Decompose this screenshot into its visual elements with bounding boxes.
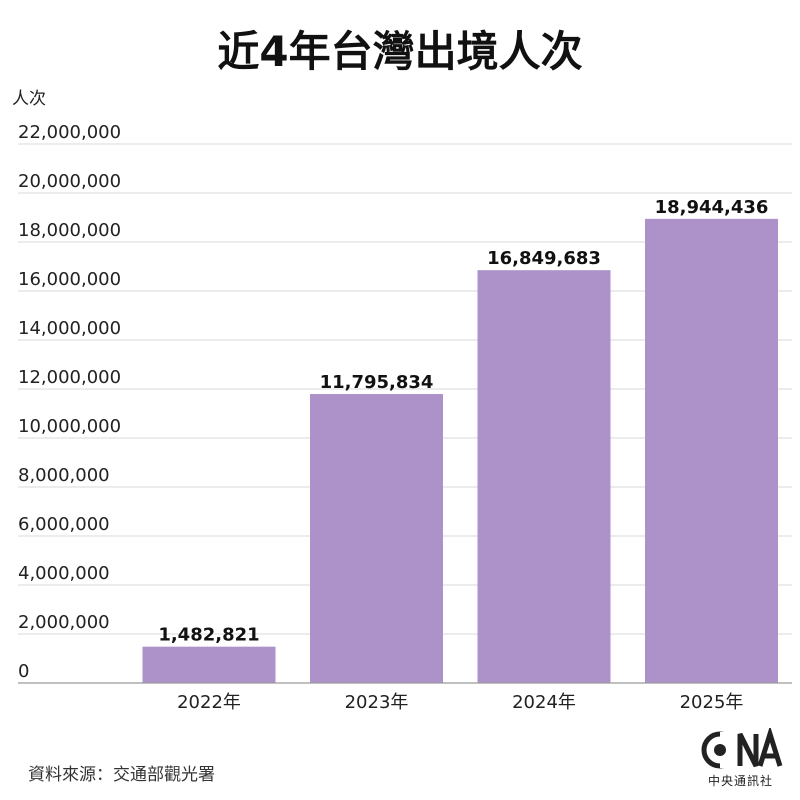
y-tick-label: 16,000,000 xyxy=(18,269,121,290)
bars xyxy=(142,218,778,683)
y-tick-label: 6,000,000 xyxy=(18,514,110,535)
y-axis-ticks: 0 2,000,000 4,000,000 6,000,000 8,000,000 10,… xyxy=(18,122,121,682)
y-tick-label: 10,000,000 xyxy=(18,416,121,437)
cna-logo xyxy=(701,728,783,769)
bar-value-label: 1,482,821 xyxy=(158,625,259,646)
y-tick-label: 14,000,000 xyxy=(18,318,121,339)
y-axis-unit: 人次 xyxy=(12,89,46,109)
y-tick-label: 12,000,000 xyxy=(18,367,121,388)
bar-value-label: 11,795,834 xyxy=(320,372,434,393)
x-tick-label: 2025年 xyxy=(680,692,744,713)
bar xyxy=(310,394,443,683)
x-tick-label: 2022年 xyxy=(177,692,241,713)
y-tick-label: 2,000,000 xyxy=(18,612,110,633)
bar xyxy=(645,218,778,683)
y-tick-label: 0 xyxy=(18,661,29,682)
bar-value-label: 16,849,683 xyxy=(487,248,601,269)
x-tick-label: 2024年 xyxy=(512,692,576,713)
bar xyxy=(142,646,276,683)
y-tick-label: 20,000,000 xyxy=(18,171,121,192)
bar xyxy=(477,270,611,683)
y-tick-label: 8,000,000 xyxy=(18,465,110,486)
chart-title: 近4年台灣出境人次 xyxy=(217,27,582,76)
logo-text: 中央通訊社 xyxy=(708,774,774,788)
x-tick-label: 2023年 xyxy=(345,692,409,713)
bar-value-labels: 1,482,821 11,795,834 16,849,683 18,944,436 xyxy=(158,197,768,646)
y-tick-label: 22,000,000 xyxy=(18,122,121,143)
source-note: 資料來源：交通部觀光署 xyxy=(28,765,215,785)
x-axis-ticks: 2022年 2023年 2024年 2025年 xyxy=(177,692,743,713)
y-tick-label: 18,000,000 xyxy=(18,220,121,241)
bar-value-label: 18,944,436 xyxy=(655,197,769,218)
y-tick-label: 4,000,000 xyxy=(18,563,110,584)
